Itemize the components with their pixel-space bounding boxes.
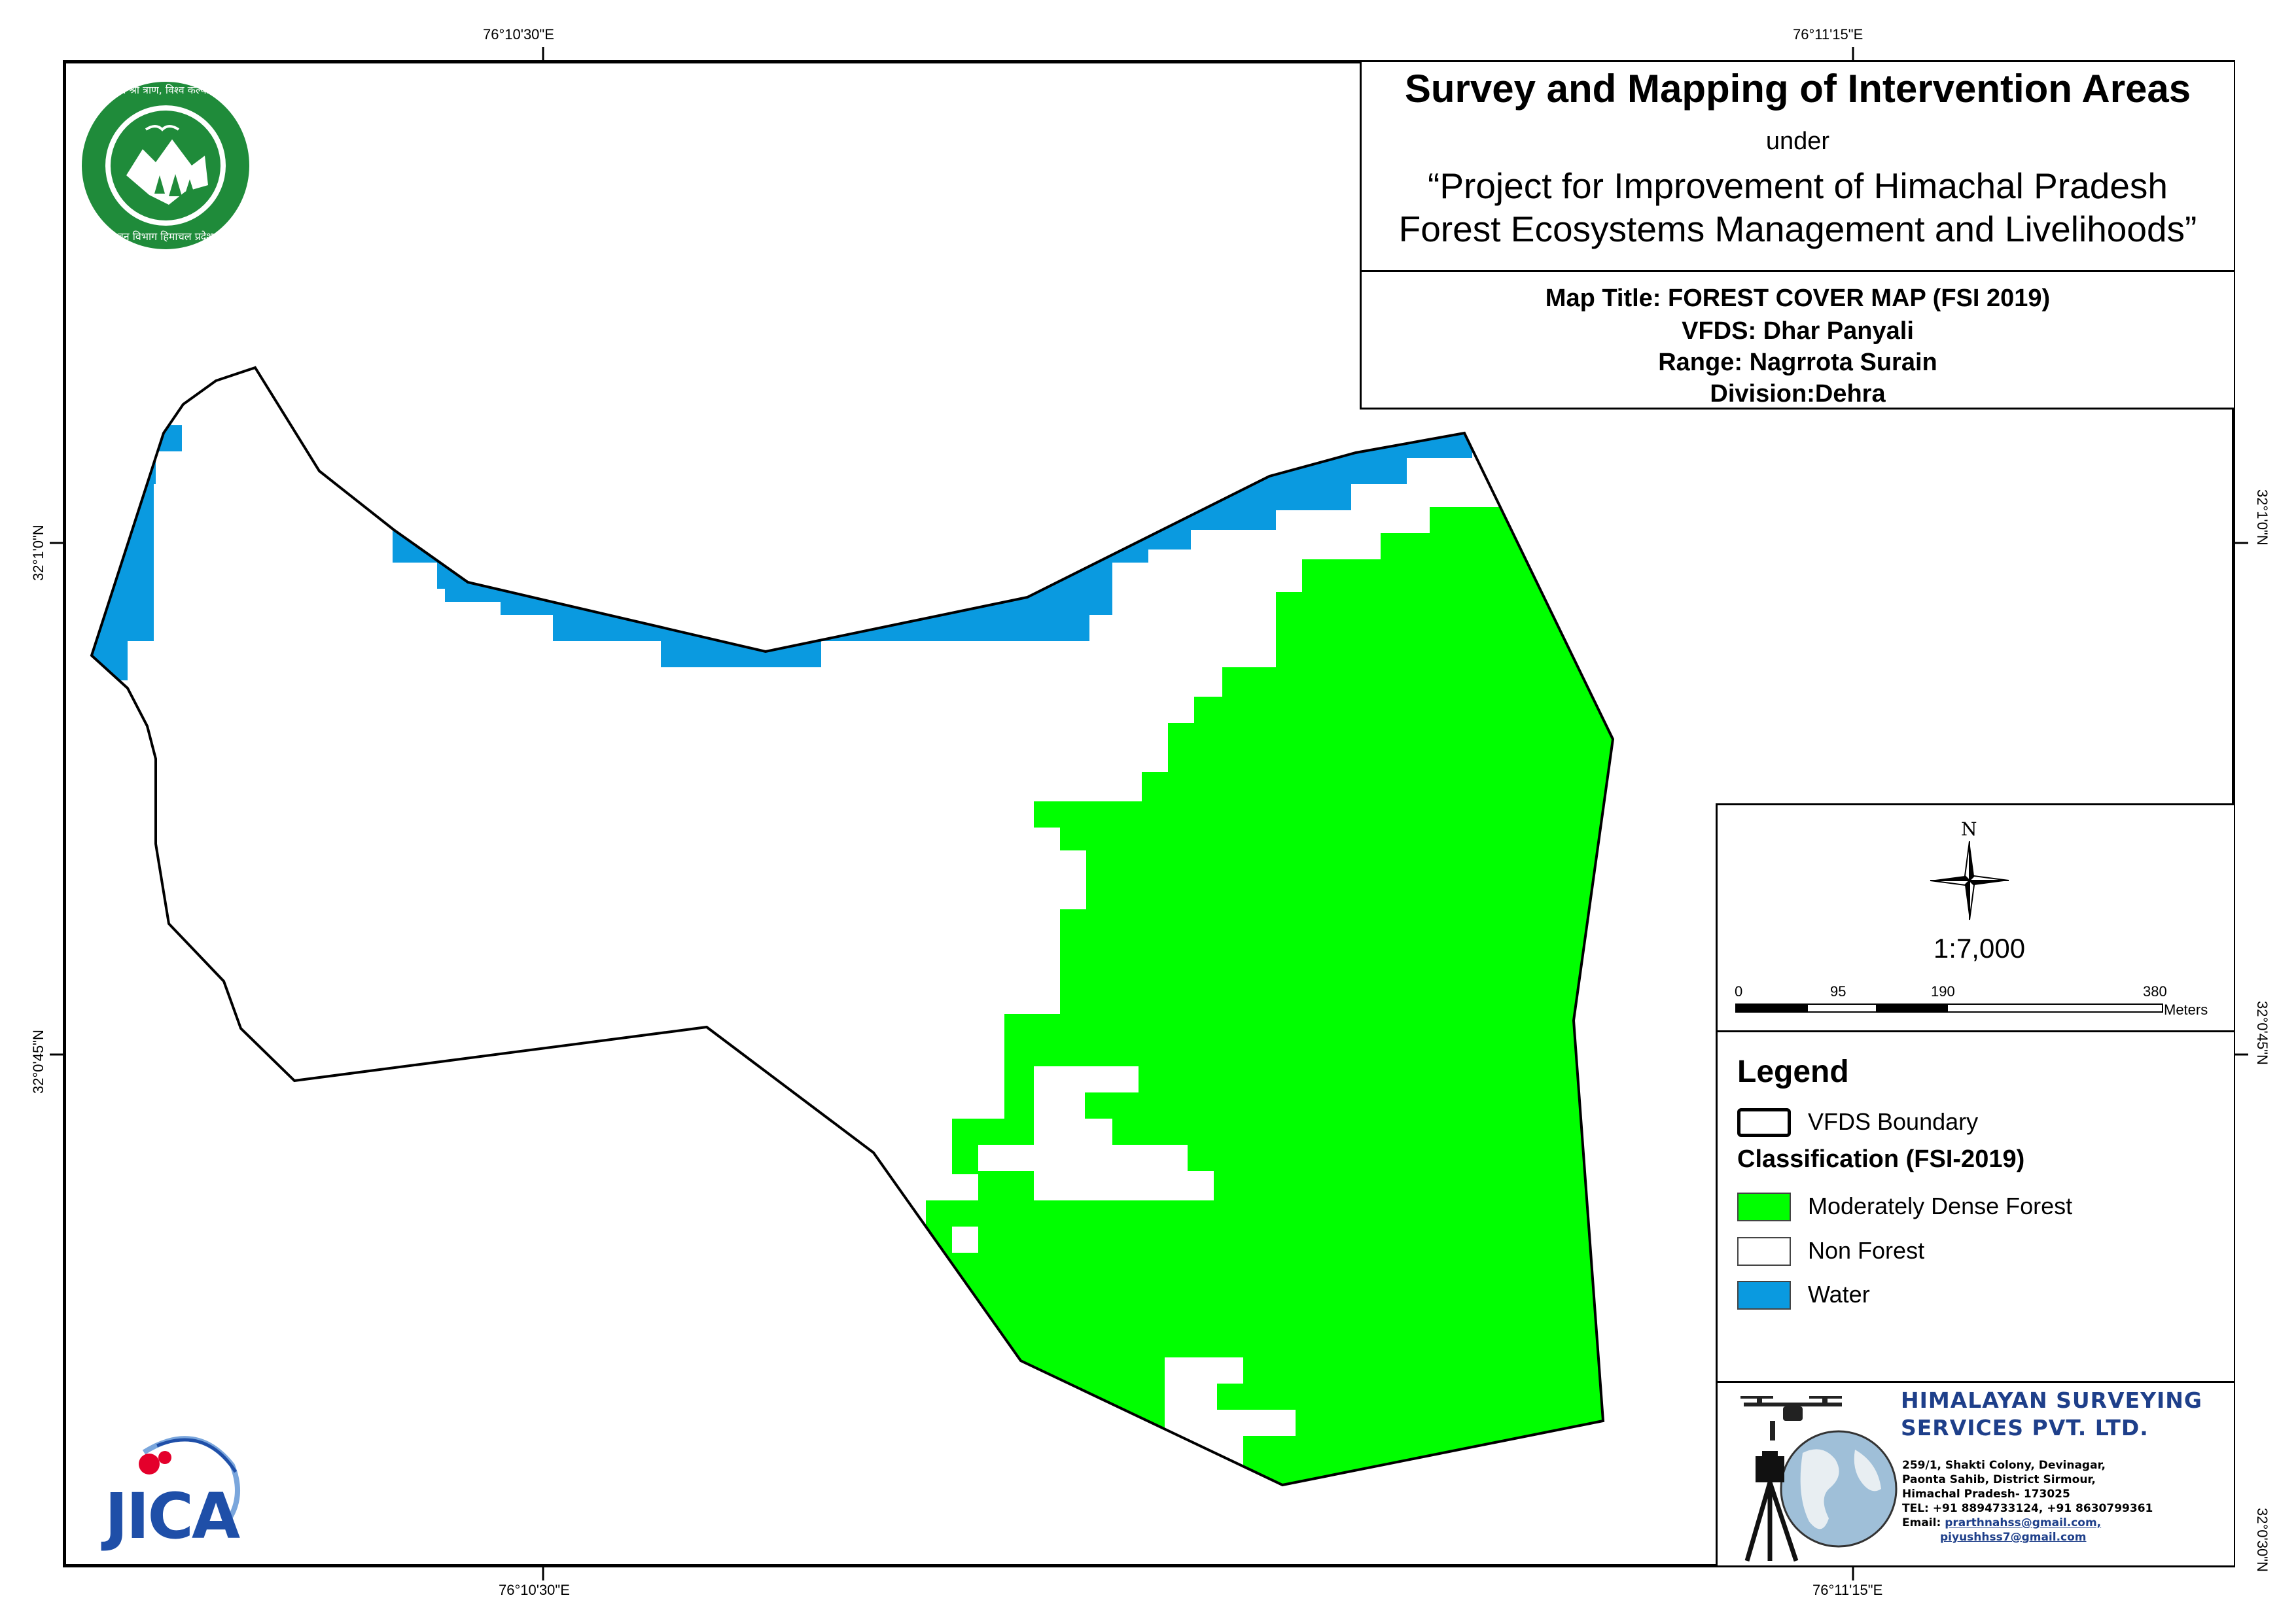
legend-swatch-boundary — [1737, 1108, 1791, 1137]
graticule-bottom-1: 76°10'30"E — [499, 1582, 570, 1598]
legend-label-forest: Moderately Dense Forest — [1808, 1193, 2073, 1219]
legend-swatch-non-forest — [1737, 1237, 1791, 1266]
company-telephone: TEL: +91 8894733124, +91 8630799361 — [1902, 1502, 2153, 1515]
company-name-line-1: HIMALAYAN SURVEYING — [1901, 1387, 2203, 1413]
north-label: N — [1961, 818, 1977, 840]
legend-label-boundary: VFDS Boundary — [1808, 1108, 1979, 1135]
legend-divider-top — [1718, 1030, 2234, 1032]
legend-label-water: Water — [1808, 1281, 1870, 1308]
legend-divider-bottom — [1718, 1381, 2234, 1383]
compass-rose-icon — [1930, 841, 2009, 920]
graticule-top-1: 76°10'30"E — [483, 26, 554, 43]
address-line-3: Himachal Pradesh- 173025 — [1902, 1488, 2070, 1501]
project-line-1: “Project for Improvement of Himachal Pra… — [1428, 166, 2168, 206]
scale-ratio: 1:7,000 — [1933, 933, 2026, 964]
legend-panel: N 1:7,000 0 95 190 380 Meters Legend VFD… — [1716, 803, 2234, 1565]
legend-title: Legend — [1737, 1055, 1849, 1089]
title-block: Survey and Mapping of Intervention Areas… — [1360, 62, 2234, 410]
forest-department-motto: वन श्री त्राण, विश्व कल्याण — [114, 84, 217, 96]
classification-title: Classification (FSI-2019) — [1737, 1145, 2025, 1173]
address-line-1: 259/1, Shakti Colony, Devinagar, — [1902, 1459, 2106, 1472]
company-address: 259/1, Shakti Colony, Devinagar, Paonta … — [1902, 1458, 2153, 1544]
project-line-2: Forest Ecosystems Management and Livelih… — [1398, 209, 2197, 249]
vfds-name: VFDS: Dhar Panyali — [1682, 317, 1914, 345]
title-under: under — [1765, 128, 1830, 155]
legend-swatch-forest — [1737, 1193, 1791, 1221]
scale-bar — [1735, 1003, 2163, 1013]
email-label: Email: — [1902, 1516, 1941, 1529]
survey-title: Survey and Mapping of Intervention Areas — [1404, 67, 2191, 111]
title-divider — [1362, 270, 2234, 272]
forest-department-logo — [82, 82, 249, 249]
division-name: Division:Dehra — [1710, 380, 1886, 408]
scale-tick-0: 0 — [1735, 983, 1743, 1000]
jica-wordmark: JICA — [105, 1480, 240, 1553]
graticule-top-2: 76°11'15"E — [1793, 26, 1863, 43]
forest-department-name: वन विभाग हिमाचल प्रदेश — [117, 230, 214, 243]
address-line-2: Paonta Sahib, District Sirmour, — [1902, 1473, 2096, 1486]
range-name: Range: Nagrrota Surain — [1658, 349, 1937, 376]
jica-logo — [139, 1436, 240, 1526]
scale-tick-380: 380 — [2143, 983, 2167, 1000]
company-name-line-2: SERVICES PVT. LTD. — [1901, 1415, 2149, 1440]
legend-swatch-water — [1737, 1281, 1791, 1310]
scale-tick-190: 190 — [1931, 983, 1955, 1000]
project-name: “Project for Improvement of Himachal Pra… — [1362, 164, 2234, 251]
legend-label-non-forest: Non Forest — [1808, 1237, 1925, 1264]
non-forest-pockets — [952, 828, 1296, 1485]
surveying-logo — [1740, 1396, 1898, 1562]
scale-unit: Meters — [2164, 1002, 2208, 1018]
company-email-row-2: piyushhss7@gmail.com — [1902, 1530, 2153, 1544]
scale-tick-95: 95 — [1830, 983, 1846, 1000]
graticule-bottom-2: 76°11'15"E — [1812, 1582, 1883, 1598]
vfds-boundary[interactable] — [90, 366, 1615, 1487]
email-link-2[interactable]: piyushhss7@gmail.com — [1940, 1531, 2087, 1544]
company-email-row: Email: prarthnahss@gmail.com, — [1902, 1516, 2153, 1530]
email-link-1[interactable]: prarthnahss@gmail.com, — [1945, 1516, 2102, 1529]
map-title: Map Title: FOREST COVER MAP (FSI 2019) — [1545, 285, 2051, 312]
